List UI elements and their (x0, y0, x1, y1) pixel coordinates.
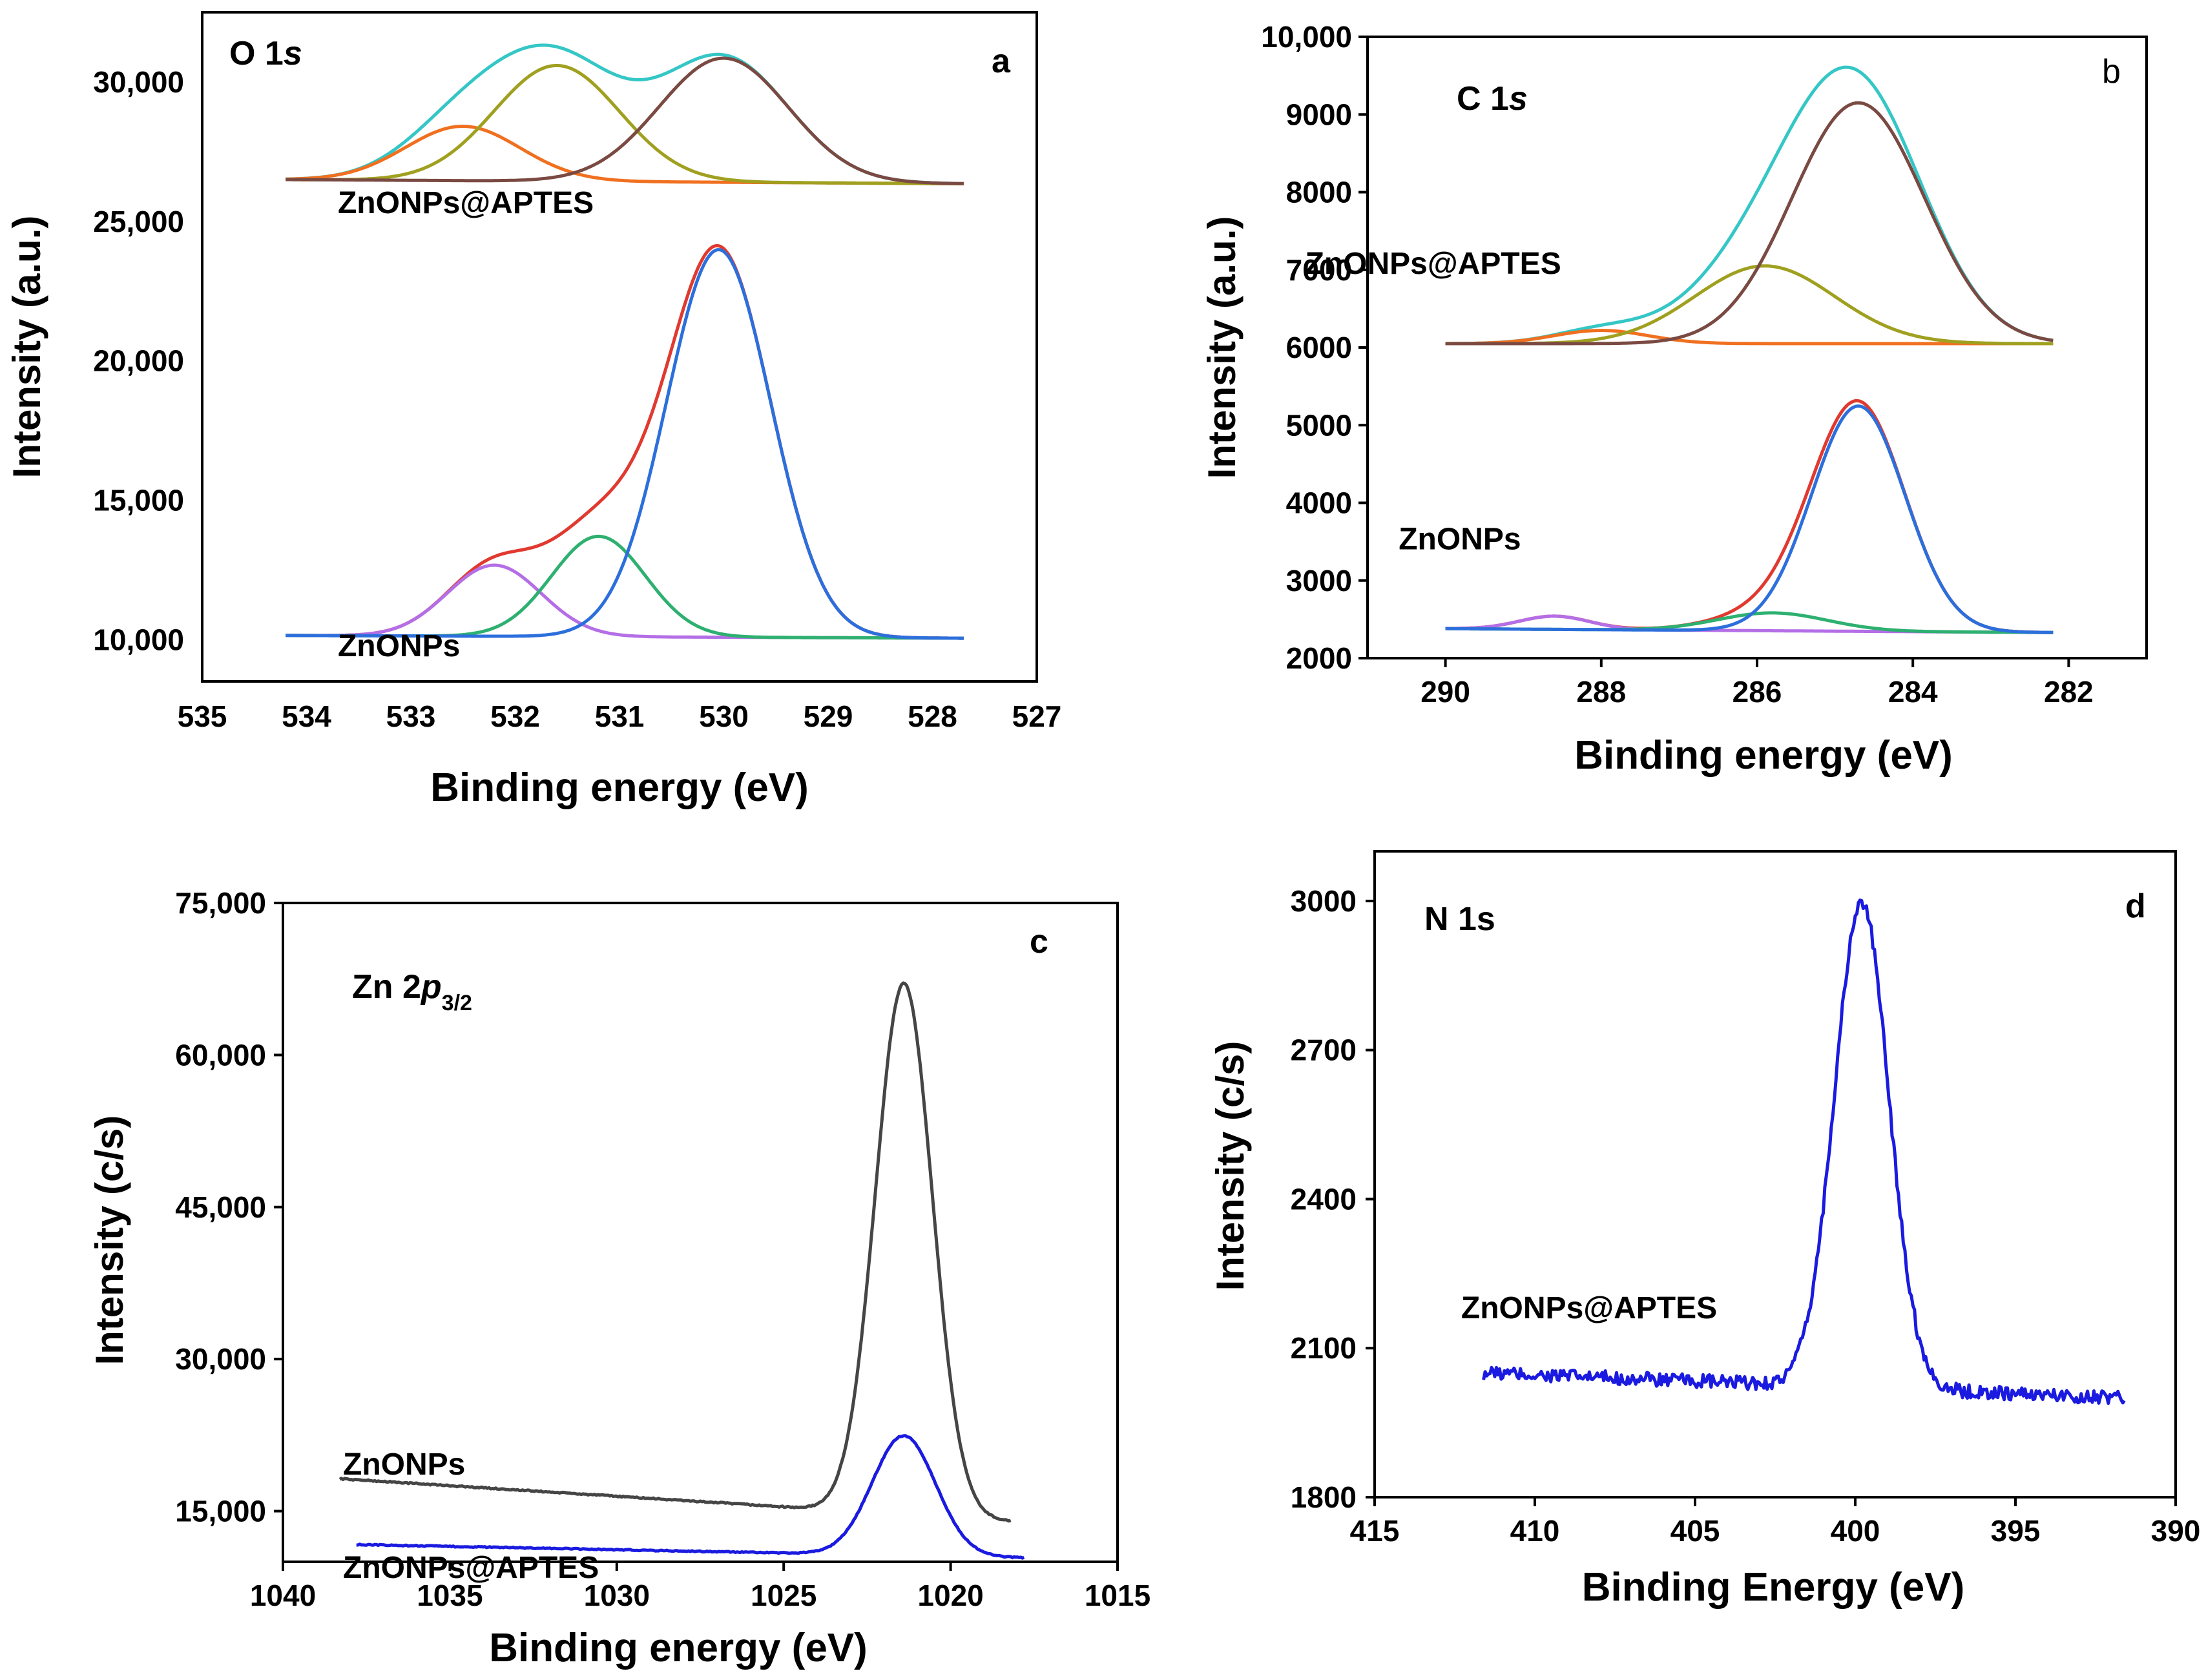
panel-b-y-tick-label: 4000 (1286, 486, 1352, 520)
panel-a-plot-frame (201, 11, 1038, 683)
panel-a-o1s: O 1s a Binding energy (eV) Intensity (a.… (5, 11, 1062, 810)
panel-b-x-tick-label: 288 (1576, 675, 1626, 709)
panel-b-y-tick-label: 8000 (1286, 176, 1352, 209)
panel-a-annotation-0: ZnONPs@APTES (338, 186, 594, 220)
panel-c-x-tick-label: 1015 (1085, 1579, 1150, 1612)
panel-b-annotation-0: ZnONPs@APTES (1306, 247, 1561, 281)
panel-c-y-tick-label: 30,000 (175, 1342, 266, 1376)
panel-b-y-tick-label: 2000 (1286, 641, 1352, 675)
panel-b-y-tick-label: 6000 (1286, 331, 1352, 364)
panel-c-series-znonps-aptes (356, 1434, 1025, 1560)
panel-a-y-tick-label: 20,000 (93, 344, 184, 378)
panel-d-y-tick-label: 1800 (1291, 1480, 1357, 1514)
panel-c-letter: c (1030, 923, 1048, 960)
panel-d-x-tick-label: 405 (1670, 1514, 1720, 1548)
panel-d-x-tick-label: 390 (2151, 1514, 2201, 1548)
panel-a-series-znonps-component-3 (286, 248, 964, 640)
panel-c-title: Zn 2p3/2 (352, 968, 472, 1015)
panel-b-y-axis-title: Intensity (a.u.) (1200, 216, 1243, 479)
panel-b-y-tick-label: 5000 (1286, 408, 1352, 442)
panel-a-x-tick-label: 534 (282, 700, 331, 733)
panel-d-x-tick-label: 400 (1831, 1514, 1880, 1548)
panel-a-y-tick-label: 30,000 (93, 65, 184, 99)
panel-a-x-tick-label: 530 (699, 700, 749, 733)
panel-a-x-tick-label: 533 (386, 700, 436, 733)
panel-c-series-znonps (338, 981, 1012, 1523)
panel-c-y-tick-label: 60,000 (175, 1038, 266, 1072)
panel-c-annotation-1: ZnONPs@APTES (343, 1551, 599, 1585)
panel-a-letter: a (992, 43, 1011, 80)
panel-d-plot-frame (1373, 850, 2177, 1499)
panel-c-y-tick-label: 45,000 (175, 1190, 266, 1224)
panel-b-series-znonps-aptes-envelope (1445, 65, 2054, 346)
panel-a-series-znonps-component-2 (286, 534, 964, 640)
panel-a-x-tick-label: 531 (595, 700, 645, 733)
panel-d-annotation-0: ZnONPs@APTES (1461, 1291, 1717, 1325)
panel-b-x-tick-label: 290 (1420, 675, 1470, 709)
panel-b-x-tick-label: 282 (2044, 675, 2094, 709)
panel-a-series-znonps-aptes-envelope (286, 43, 964, 185)
panel-b-series-znonps-aptes-o-c-o-component (1445, 329, 2054, 346)
panel-a-series-znonps-aptes-o-si-component (286, 63, 964, 185)
panel-b-x-tick-label: 286 (1733, 675, 1782, 709)
panel-d-n1s: N 1s d Binding Energy (eV) Intensity (c/… (1209, 850, 2201, 1610)
panel-b-series-znonps-aptes-c-c-component (1445, 101, 2054, 346)
panel-c-x-tick-label: 1030 (584, 1579, 650, 1612)
panel-d-x-axis-title: Binding Energy (eV) (1582, 1565, 1964, 1610)
panel-b-series-znonps-envelope (1445, 399, 2054, 634)
panel-b-letter: b (2102, 53, 2121, 90)
panel-c-zn2p: Zn 2p3/2 c Binding energy (eV) Intensity… (88, 886, 1150, 1670)
panel-c-annotation-0: ZnONPs (343, 1447, 465, 1482)
panel-c-x-tick-label: 1040 (250, 1579, 316, 1612)
panel-a-x-tick-label: 527 (1012, 700, 1062, 733)
panel-b-title: C 1s (1457, 80, 1528, 118)
panel-a-annotation-1: ZnONPs (338, 629, 460, 663)
panel-a-y-tick-label: 10,000 (93, 623, 184, 656)
panel-c-plot-frame (282, 902, 1119, 1563)
panel-b-series-znonps-component-3 (1445, 404, 2054, 634)
panel-d-y-tick-label: 2100 (1291, 1331, 1357, 1365)
panel-d-title: N 1s (1424, 900, 1495, 938)
panel-d-x-tick-label: 415 (1350, 1514, 1400, 1548)
panel-c-x-tick-label: 1020 (917, 1579, 983, 1612)
panel-b-y-tick-label: 7000 (1286, 253, 1352, 287)
panel-d-y-tick-label: 2700 (1291, 1033, 1357, 1067)
panel-a-x-tick-label: 535 (178, 700, 227, 733)
panel-a-y-tick-label: 25,000 (93, 205, 184, 238)
panel-b-y-tick-label: 3000 (1286, 564, 1352, 597)
panel-a-series-znonps-aptes-o-zn-component (286, 56, 964, 185)
panel-a-series-znonps-envelope (286, 244, 964, 640)
panel-a-x-tick-label: 529 (804, 700, 853, 733)
panel-b-plot-frame (1366, 36, 2148, 659)
panel-d-letter: d (2125, 887, 2146, 925)
panel-b-c1s: C 1s b Binding energy (eV) Intensity (a.… (1200, 20, 2148, 778)
panel-b-y-tick-label: 10,000 (1261, 20, 1352, 54)
panel-a-x-tick-label: 532 (490, 700, 540, 733)
panel-d-x-tick-label: 410 (1510, 1514, 1560, 1548)
panel-b-x-tick-label: 284 (1888, 675, 1938, 709)
panel-d-x-tick-label: 395 (1991, 1514, 2041, 1548)
panel-c-y-axis-title: Intensity (c/s) (88, 1115, 131, 1365)
panel-d-series-znonps-aptes (1482, 898, 2126, 1405)
panel-c-y-tick-label: 15,000 (175, 1495, 266, 1528)
panel-d-y-axis-title: Intensity (c/s) (1209, 1041, 1252, 1291)
panel-a-x-tick-label: 528 (908, 700, 957, 733)
panel-a-y-axis-title: Intensity (a.u.) (5, 216, 48, 479)
panel-a-title: O 1s (229, 35, 302, 72)
panel-b-y-tick-label: 9000 (1286, 98, 1352, 131)
panel-a-x-axis-title: Binding energy (eV) (430, 765, 809, 810)
panel-d-y-tick-label: 2400 (1291, 1182, 1357, 1216)
panel-c-y-tick-label: 75,000 (175, 886, 266, 920)
panel-b-annotation-1: ZnONPs (1399, 523, 1521, 557)
panel-c-x-tick-label: 1025 (751, 1579, 817, 1612)
panel-d-y-tick-label: 3000 (1291, 884, 1357, 918)
panel-c-x-tick-label: 1035 (417, 1579, 483, 1612)
panel-a-y-tick-label: 15,000 (93, 483, 184, 517)
panel-b-x-axis-title: Binding energy (eV) (1574, 733, 1953, 778)
panel-c-x-axis-title: Binding energy (eV) (489, 1626, 868, 1670)
